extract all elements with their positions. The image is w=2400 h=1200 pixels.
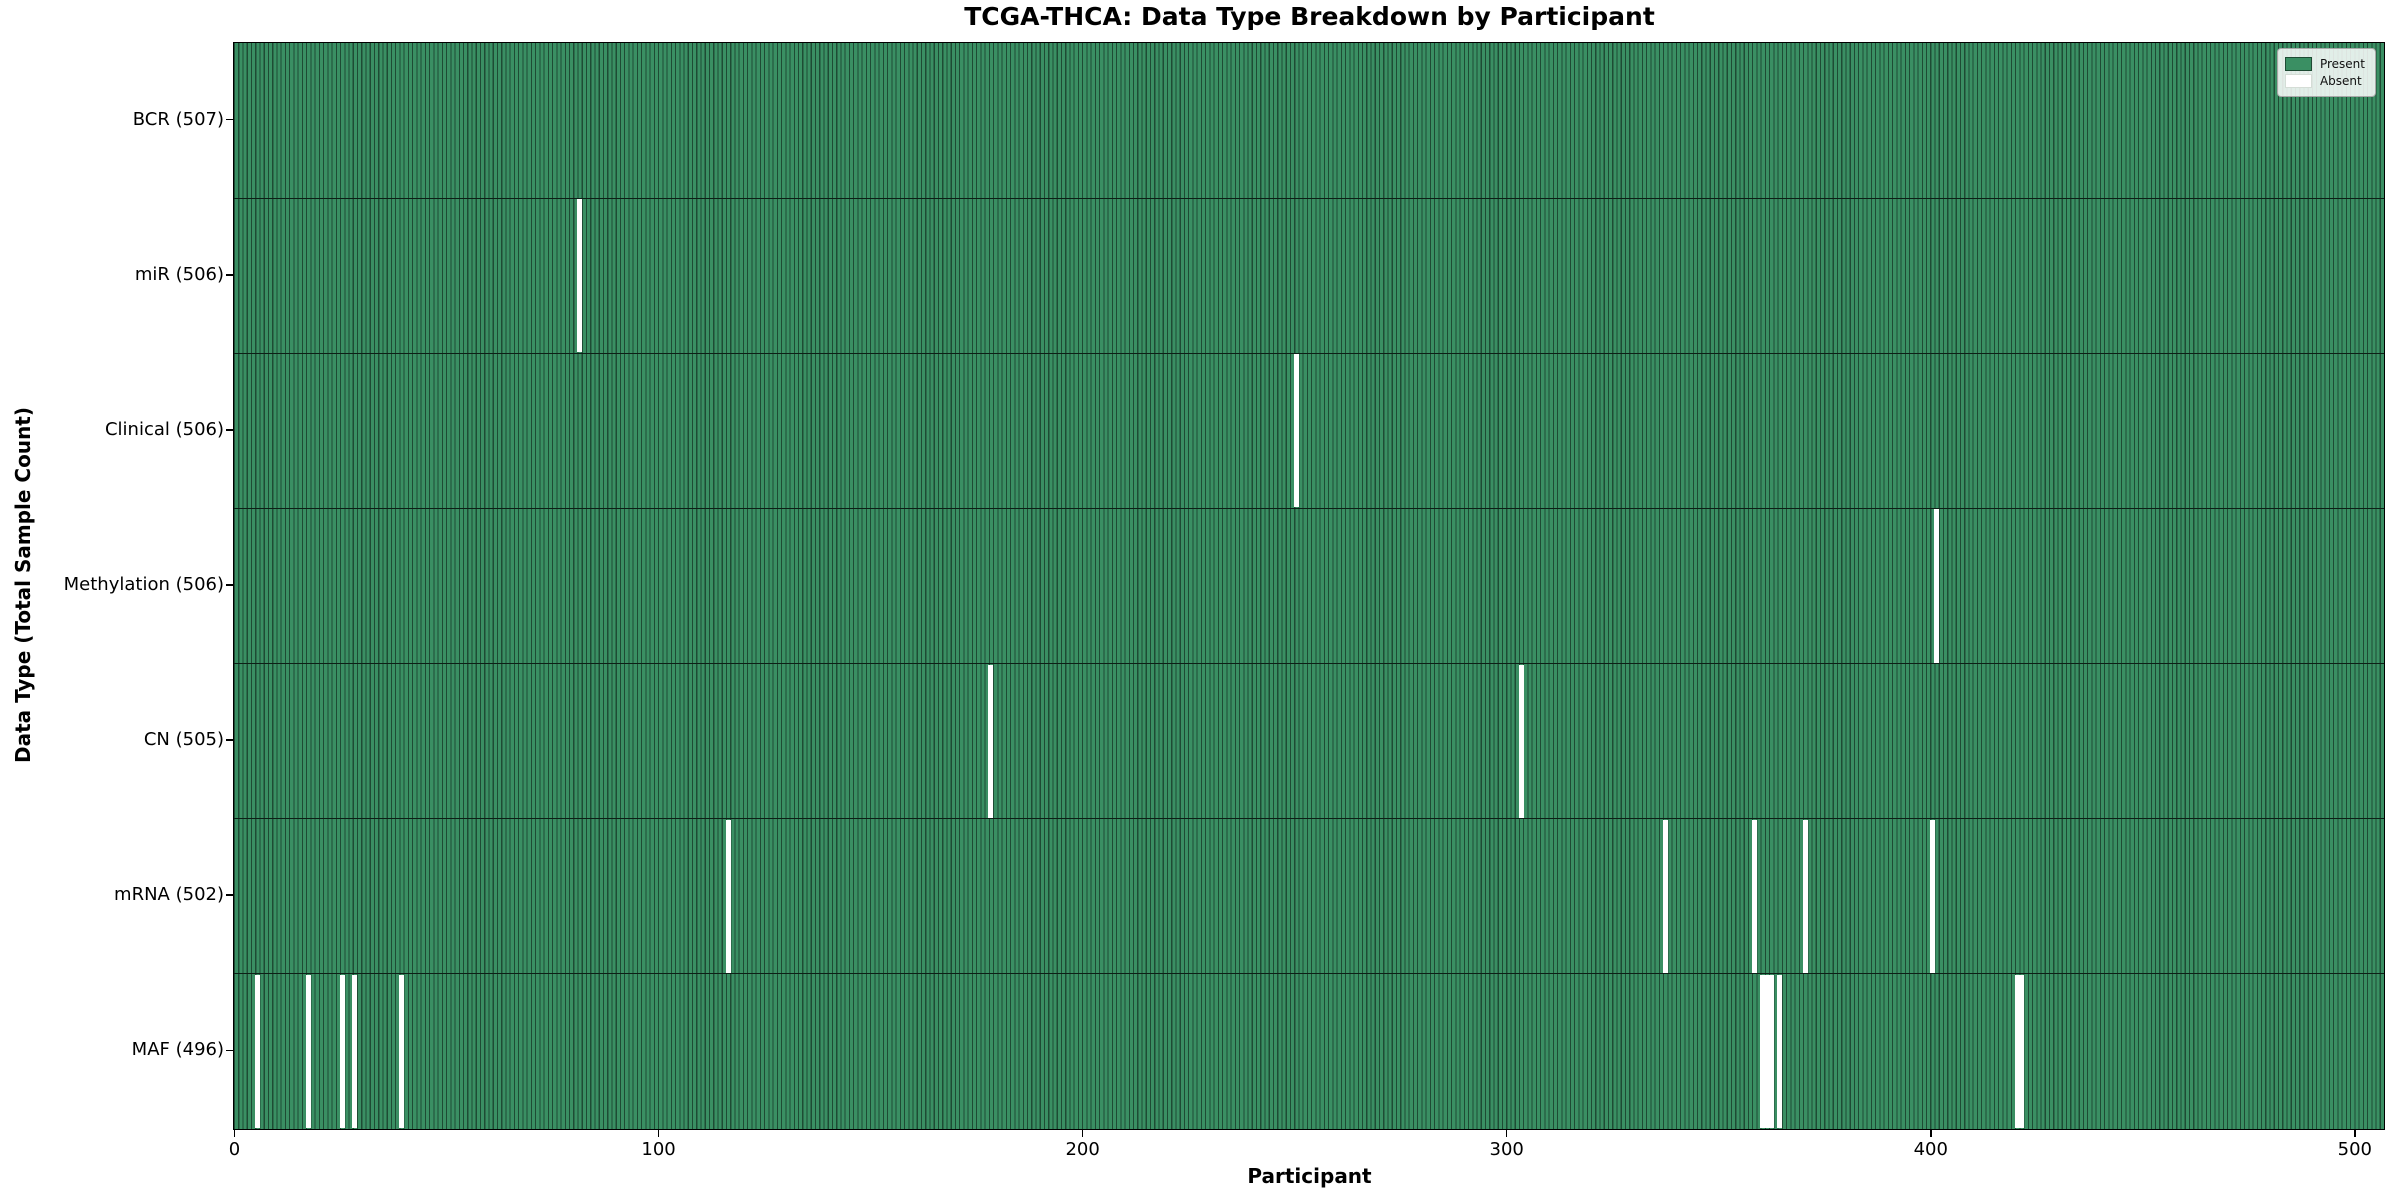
y-tick-label-miR: miR (506) [134, 263, 224, 285]
y-tick-mark [226, 739, 233, 741]
legend-entry-present: Present [2284, 57, 2365, 71]
x-tick-label-300: 300 [1489, 1139, 1524, 1160]
absent-gap-Methylation-401 [1934, 509, 1940, 663]
x-axis-label: Participant [1247, 1164, 1372, 1188]
row-separator [234, 507, 2384, 510]
absent-gap-MAF-25 [339, 974, 345, 1128]
x-tick-label-400: 400 [1913, 1139, 1948, 1160]
x-tick-mark [657, 1129, 660, 1137]
present-swatch-icon [2284, 57, 2312, 71]
y-tick-mark [226, 273, 233, 276]
y-tick-mark [226, 1049, 233, 1052]
absent-gap-mRNA-358 [1751, 819, 1757, 973]
absent-gap-MAF-39 [398, 974, 405, 1128]
row-separator [234, 973, 2384, 975]
chart-title: TCGA-THCA: Data Type Breakdown by Partic… [964, 2, 1655, 31]
absent-gap-CN-178 [988, 664, 994, 818]
absent-gap-miR-81 [577, 199, 583, 353]
absent-swatch-icon [2284, 74, 2312, 88]
x-tick-label-200: 200 [1065, 1139, 1100, 1160]
y-tick-mark [226, 118, 233, 121]
y-tick-mark [226, 584, 233, 586]
x-tick-mark [2354, 1129, 2356, 1137]
absent-gap-MAF-17 [305, 974, 311, 1128]
row-separator [234, 818, 2384, 820]
y-tick-label-Methylation: Methylation (506) [63, 574, 224, 595]
x-tick-mark [233, 1129, 236, 1137]
absent-gap-MAF-421 [2018, 974, 2024, 1128]
x-tick-mark [1081, 1129, 1084, 1137]
y-tick-label-MAF: MAF (496) [131, 1039, 224, 1061]
absent-gap-MAF-5 [254, 974, 260, 1128]
absent-gap-MAF-362 [1768, 974, 1774, 1128]
legend: Present Absent [2276, 48, 2376, 97]
legend-present-label: Present [2319, 57, 2365, 71]
plot-area: Present Absent [233, 42, 2385, 1130]
row-separator [234, 662, 2384, 665]
absent-gap-mRNA-370 [1802, 819, 1808, 973]
x-tick-mark [1929, 1129, 1932, 1137]
absent-gap-mRNA-337 [1662, 819, 1668, 973]
x-tick-label-0: 0 [228, 1139, 241, 1160]
absent-gap-MAF-28 [352, 974, 358, 1128]
y-tick-label-mRNA: mRNA (502) [114, 884, 224, 906]
absent-gap-MAF-361 [1764, 974, 1770, 1128]
x-tick-label-500: 500 [2337, 1139, 2372, 1160]
y-tick-mark [226, 429, 233, 431]
x-tick-label-100: 100 [641, 1139, 676, 1160]
absent-gap-MAF-364 [1777, 974, 1783, 1128]
absent-gap-CN-303 [1518, 664, 1524, 818]
y-tick-label-BCR: BCR (507) [132, 108, 224, 130]
row-separator [234, 197, 2384, 199]
x-tick-mark [1505, 1129, 1508, 1137]
legend-absent-label: Absent [2319, 74, 2362, 88]
absent-gap-mRNA-116 [725, 819, 731, 973]
absent-gap-MAF-360 [1760, 974, 1766, 1128]
absent-gap-mRNA-400 [1929, 819, 1935, 973]
y-tick-label-Clinical: Clinical (506) [104, 418, 224, 440]
absent-gap-MAF-420 [2014, 974, 2020, 1128]
legend-entry-absent: Absent [2284, 74, 2365, 88]
absent-gap-Clinical-250 [1293, 354, 1299, 508]
row-separator [234, 352, 2384, 354]
y-tick-label-CN: CN (505) [143, 729, 224, 751]
y-tick-mark [226, 894, 233, 897]
